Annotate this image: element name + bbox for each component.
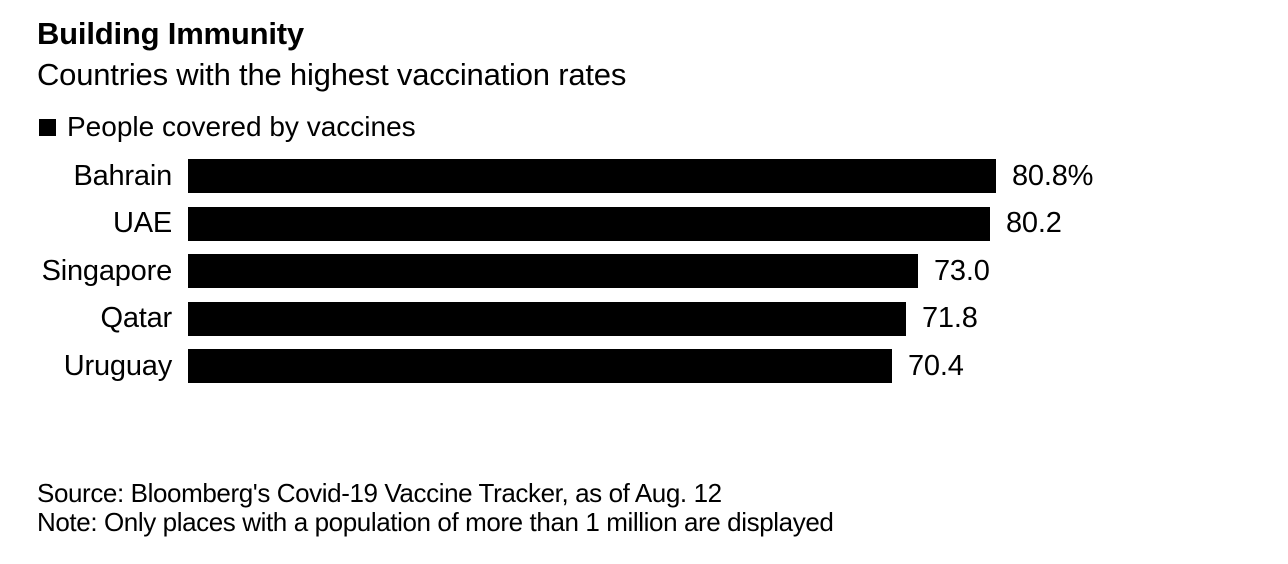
category-label: Bahrain xyxy=(73,159,172,192)
bar xyxy=(188,301,906,336)
legend-swatch-icon xyxy=(39,118,56,136)
bar-chart-plot-area: Bahrain 80.8% UAE 80.2 Singapore 73.0 Qatar 71.… xyxy=(37,159,1093,397)
category-label: Uruguay xyxy=(63,349,172,382)
bar-row: Qatar 71.8 xyxy=(37,301,1093,336)
legend-label: People covered by vaccines xyxy=(67,111,416,142)
bar-row: UAE 80.2 xyxy=(37,206,1093,241)
value-label: 73.0 xyxy=(934,254,990,287)
category-label: UAE xyxy=(112,207,172,239)
chart-title: Building Immunity xyxy=(37,16,304,51)
bar-row: Singapore 73.0 xyxy=(37,254,1093,288)
bar xyxy=(188,159,996,193)
value-label: 70.4 xyxy=(908,349,964,382)
bar xyxy=(188,254,918,288)
bar xyxy=(188,349,892,383)
bar-row: Uruguay 70.4 xyxy=(37,349,1093,383)
category-label: Singapore xyxy=(41,254,173,287)
category-label: Qatar xyxy=(100,302,172,334)
source-text: Source: Bloomberg's Covid-19 Vaccine Tra… xyxy=(37,478,722,508)
value-label: 80.2 xyxy=(1006,207,1062,239)
note-text: Note: Only places with a population of m… xyxy=(37,507,834,537)
bar xyxy=(188,206,990,241)
footer: Source: Bloomberg's Covid-19 Vaccine Tra… xyxy=(37,478,834,537)
bar-row: Bahrain 80.8% xyxy=(37,159,1093,193)
chart-subtitle: Countries with the highest vaccination r… xyxy=(37,57,627,92)
value-label: 71.8 xyxy=(922,302,978,334)
value-label: 80.8% xyxy=(1012,159,1094,192)
legend: People covered by vaccines xyxy=(39,111,416,142)
